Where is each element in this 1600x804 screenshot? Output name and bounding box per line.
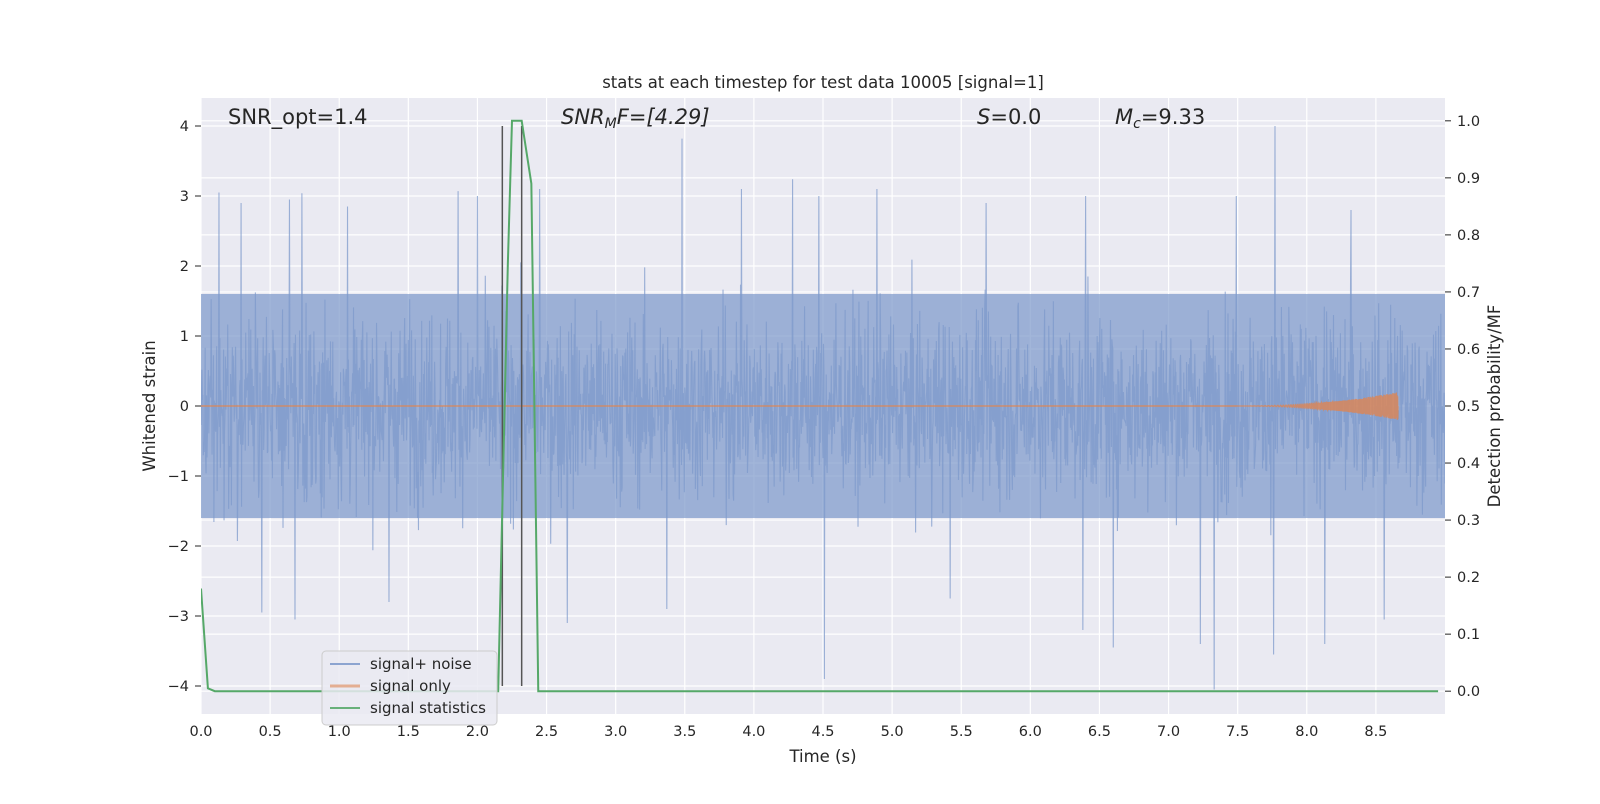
annotation-mc-sub: c [1133,116,1141,132]
x-tick-label: 2.5 [535,724,558,740]
x-tick-label: 8.0 [1295,724,1318,740]
x-tick-label: 5.5 [950,724,973,740]
x-tick-label: 6.0 [1019,724,1042,740]
y-tick-label: −2 [168,539,189,555]
y-tick-label: 0 [180,399,189,415]
noise-line [201,125,1445,690]
y-tick-label: 2 [180,259,189,275]
y-tick-label: −4 [168,679,189,695]
y2-tick-label: 0.4 [1457,456,1480,472]
annotation-snr-opt: SNR_opt=1.4 [228,105,368,130]
x-tick-label: 7.5 [1226,724,1249,740]
y2-tick-label: 0.7 [1457,285,1480,301]
series-signal-only [201,392,1399,420]
x-tick-label: 8.5 [1364,724,1387,740]
annotation-mc: Mc=9.33 [1115,105,1205,132]
legend-label-signal-statistics: signal statistics [370,699,486,717]
x-tick-label: 3.0 [604,724,627,740]
x-tick-label: 6.5 [1088,724,1111,740]
annotation-snr-mf-main: SNR [561,105,605,129]
statistics-line [201,119,1439,693]
x-tick-labels: 0.0 0.5 1.0 1.5 2.0 2.5 3.0 3.5 4.0 4.5 5.0 5.5 6.0 6… [189,724,1387,740]
x-tick-label: 3.5 [673,724,696,740]
x-tick-label: 1.0 [328,724,351,740]
x-tick-label: 1.5 [397,724,420,740]
y2-tick-label: 0.6 [1457,342,1480,358]
x-tick-label: 4.5 [811,724,834,740]
annotation-mc-rest: =9.33 [1141,105,1205,129]
legend-label-signal-only: signal only [370,677,451,695]
vertical-markers [501,126,523,686]
y-tick-labels: 4 3 2 1 0 −1 −2 −3 −4 [168,119,201,695]
annotation-mc-main: M [1115,105,1133,129]
x-tick-label: 5.0 [881,724,904,740]
annotation-snr-mf: SNRMF=[4.29] [561,105,710,132]
y2-tick-label: 0.0 [1457,684,1480,700]
annotation-s: S=0.0 [977,105,1041,129]
annotation-snr-mf-rest: F=[4.29] [617,105,710,129]
x-tick-label: 7.0 [1157,724,1180,740]
y2-tick-label: 1.0 [1457,114,1480,130]
y-tick-label: −3 [168,609,189,625]
y2-axis-label: Detection probability/MF [1485,305,1504,508]
y2-tick-label: 0.9 [1457,171,1480,187]
y-tick-label: −1 [168,469,189,485]
chart-title: stats at each timestep for test data 100… [602,73,1044,92]
y-tick-label: 3 [180,189,189,205]
series-signal-statistics [201,119,1439,693]
annotation-s-rest: =0.0 [990,105,1041,129]
x-tick-label: 4.0 [742,724,765,740]
x-axis-label: Time (s) [788,747,856,766]
annotation-snr-mf-sub: M [605,116,617,132]
legend-label-signal-noise: signal+ noise [370,655,472,673]
y-tick-label: 1 [180,329,189,345]
signal-chirp [1237,392,1399,420]
y2-tick-label: 0.2 [1457,570,1480,586]
y2-tick-label: 0.8 [1457,228,1480,244]
legend-box [321,650,498,726]
y2-tick-labels: 1.0 0.9 0.8 0.7 0.6 0.5 0.4 0.3 0.2 0.1 0.0 [1445,114,1480,700]
x-tick-label: 0.0 [189,724,212,740]
x-tick-label: 0.5 [259,724,282,740]
y2-tick-label: 0.3 [1457,513,1480,529]
y2-tick-label: 0.1 [1457,627,1480,643]
legend: signal+ noise signal only signal statist… [321,650,498,726]
y-axis-label: Whitened strain [140,340,159,471]
annotation-s-main: S [977,105,990,129]
y-tick-label: 4 [180,119,189,135]
y2-tick-label: 0.5 [1457,399,1480,415]
x-tick-label: 2.0 [466,724,489,740]
